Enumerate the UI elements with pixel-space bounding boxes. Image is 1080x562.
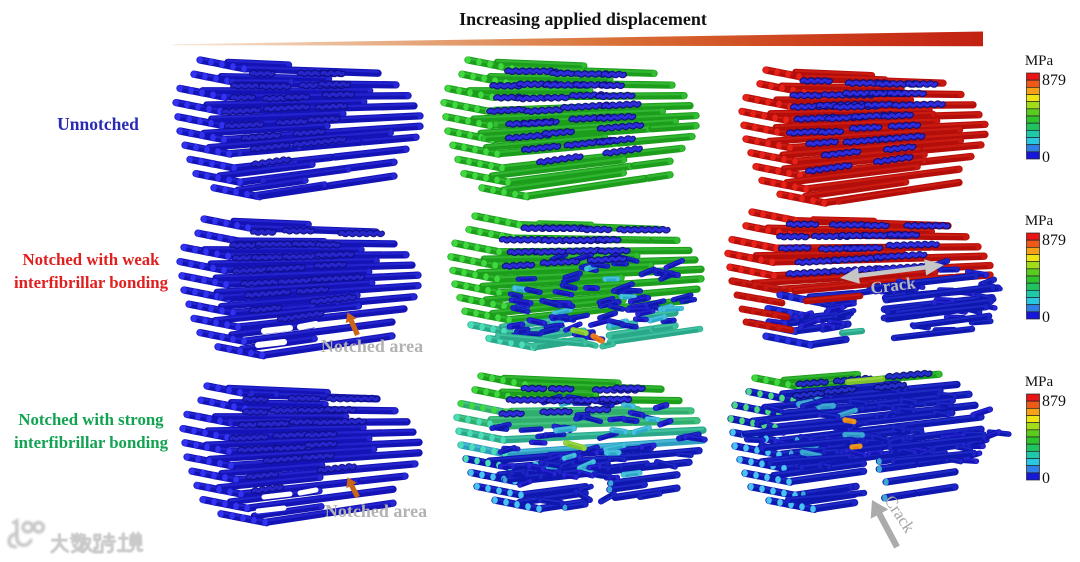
- svg-text:Increasing applied displacemen: Increasing applied displacement: [459, 9, 707, 29]
- svg-text:Notched area: Notched area: [325, 501, 427, 521]
- svg-text:MPa: MPa: [1025, 53, 1054, 69]
- svg-text:Notched with strong: Notched with strong: [18, 410, 164, 429]
- svg-text:0: 0: [1042, 470, 1050, 487]
- svg-text:879: 879: [1042, 72, 1066, 89]
- svg-text:interfibrillar bonding: interfibrillar bonding: [14, 273, 169, 292]
- svg-text:interfibrillar bonding: interfibrillar bonding: [14, 433, 169, 452]
- svg-text:0: 0: [1042, 309, 1050, 326]
- svg-text:Notched area: Notched area: [321, 336, 423, 356]
- svg-text:Notched with weak: Notched with weak: [22, 250, 160, 269]
- svg-text:Unnotched: Unnotched: [57, 114, 139, 134]
- svg-text:879: 879: [1042, 393, 1066, 410]
- svg-text:879: 879: [1042, 232, 1066, 249]
- svg-text:MPa: MPa: [1025, 213, 1054, 229]
- svg-text:MPa: MPa: [1025, 374, 1054, 390]
- svg-text:0: 0: [1042, 149, 1050, 166]
